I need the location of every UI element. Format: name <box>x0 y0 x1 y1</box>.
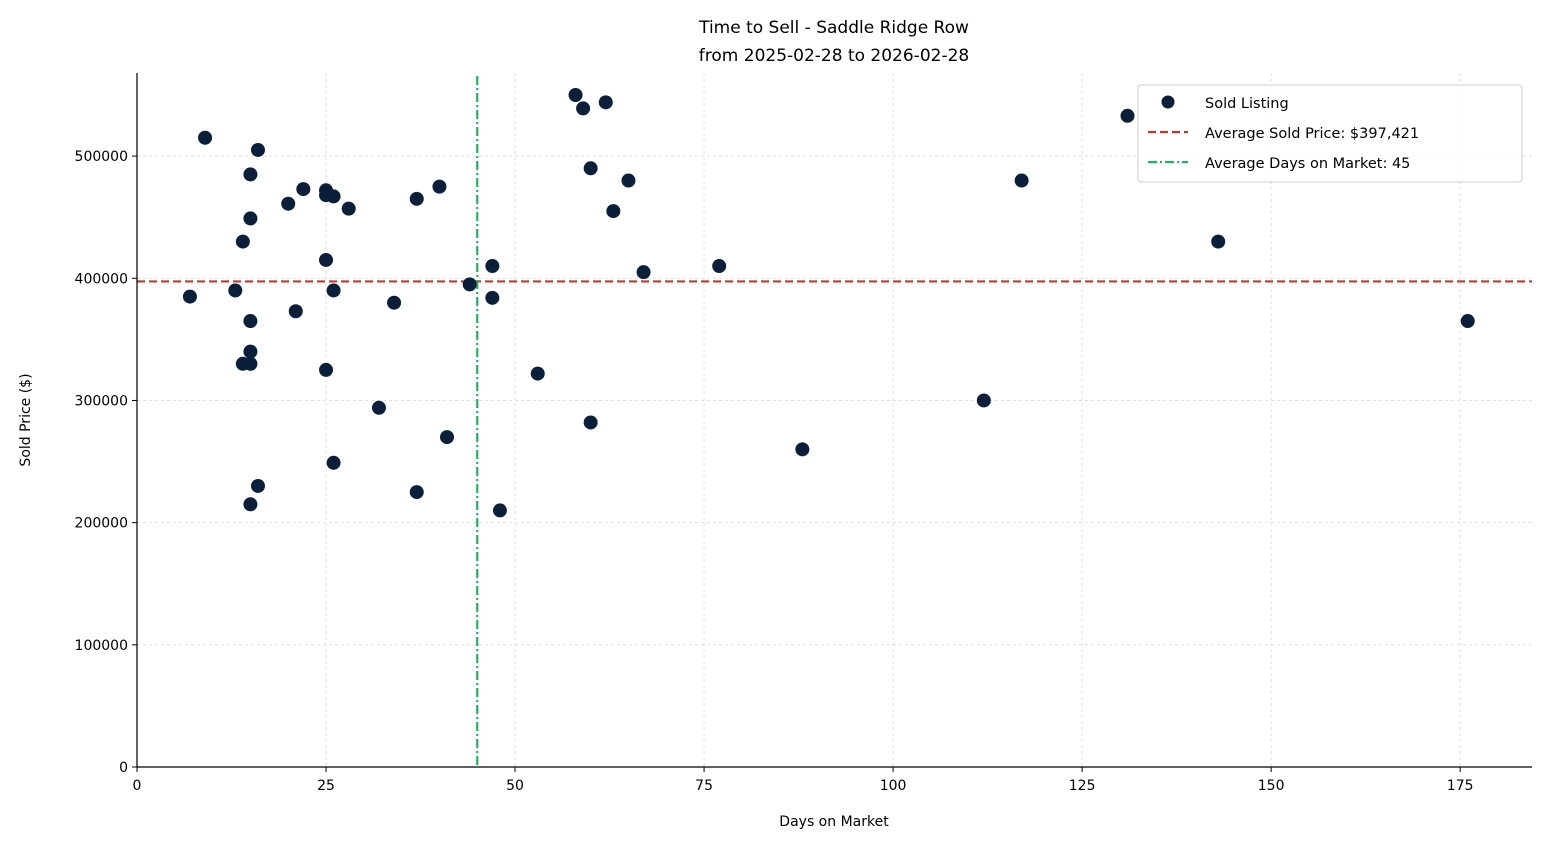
data-point <box>583 161 598 176</box>
legend-label-sold: Sold Listing <box>1205 96 1289 112</box>
data-point <box>1211 234 1226 249</box>
data-point <box>250 478 265 493</box>
y-tick-label: 400000 <box>75 271 128 287</box>
data-point <box>636 265 651 280</box>
data-point <box>462 277 477 292</box>
data-point <box>371 400 386 415</box>
data-point <box>1460 314 1475 329</box>
x-axis-label: Days on Market <box>779 814 889 830</box>
data-point <box>976 393 991 408</box>
data-point <box>387 295 402 310</box>
data-point <box>243 211 258 226</box>
chart-title: Time to Sell - Saddle Ridge Row <box>698 18 969 38</box>
legend-label-avg-price: Average Sold Price: $397,421 <box>1205 126 1419 142</box>
data-point <box>485 290 500 305</box>
x-tick-label: 100 <box>880 778 907 794</box>
data-point <box>243 314 258 329</box>
data-point <box>606 204 621 219</box>
data-point <box>576 101 591 116</box>
x-tick-label: 25 <box>317 778 335 794</box>
data-point <box>795 442 810 457</box>
data-point <box>583 415 598 430</box>
legend-marker-sold <box>1161 95 1175 109</box>
data-point <box>243 497 258 512</box>
data-point <box>326 283 341 298</box>
data-point <box>621 173 636 188</box>
data-point <box>1120 108 1135 123</box>
data-point <box>319 252 334 267</box>
x-tick-label: 150 <box>1258 778 1285 794</box>
x-tick-label: 50 <box>506 778 524 794</box>
x-tick-label: 0 <box>133 778 142 794</box>
y-tick-label: 0 <box>119 760 128 776</box>
data-point <box>243 344 258 359</box>
data-point <box>530 366 545 381</box>
y-tick-label: 500000 <box>75 149 128 165</box>
y-tick-label: 300000 <box>75 393 128 409</box>
reference-lines <box>137 76 1532 767</box>
data-point <box>326 455 341 470</box>
data-point <box>598 95 613 110</box>
data-point <box>235 234 250 249</box>
data-point <box>492 503 507 518</box>
data-point <box>1014 173 1029 188</box>
data-point <box>568 87 583 102</box>
data-point <box>198 130 213 145</box>
data-point <box>182 289 197 304</box>
x-tick-label: 175 <box>1447 778 1474 794</box>
x-tick-label: 125 <box>1069 778 1096 794</box>
y-tick-label: 200000 <box>75 516 128 532</box>
data-point <box>243 356 258 371</box>
data-point <box>288 304 303 319</box>
data-point <box>712 259 727 274</box>
data-point <box>296 182 311 197</box>
data-point <box>485 259 500 274</box>
legend-label-avg-days: Average Days on Market: 45 <box>1205 156 1410 172</box>
data-point <box>341 201 356 216</box>
data-point <box>243 167 258 182</box>
x-tick-label: 75 <box>695 778 713 794</box>
data-point <box>432 179 447 194</box>
axes: 0 25 50 75 100 125 150 175 0 100000 200000 300000 40… <box>75 73 1532 794</box>
data-point <box>228 283 243 298</box>
chart-subtitle: from 2025-02-28 to 2026-02-28 <box>699 46 969 66</box>
data-point <box>281 196 296 211</box>
data-point <box>250 142 265 157</box>
data-point <box>440 430 454 445</box>
y-tick-label: 100000 <box>75 638 128 654</box>
y-axis-label: Sold Price ($) <box>18 373 34 466</box>
data-point <box>319 362 334 377</box>
data-point <box>409 485 424 500</box>
legend: Sold Listing Average Sold Price: $397,42… <box>1137 84 1523 183</box>
data-point <box>326 189 341 204</box>
data-points <box>182 87 1475 518</box>
data-point <box>409 191 424 206</box>
